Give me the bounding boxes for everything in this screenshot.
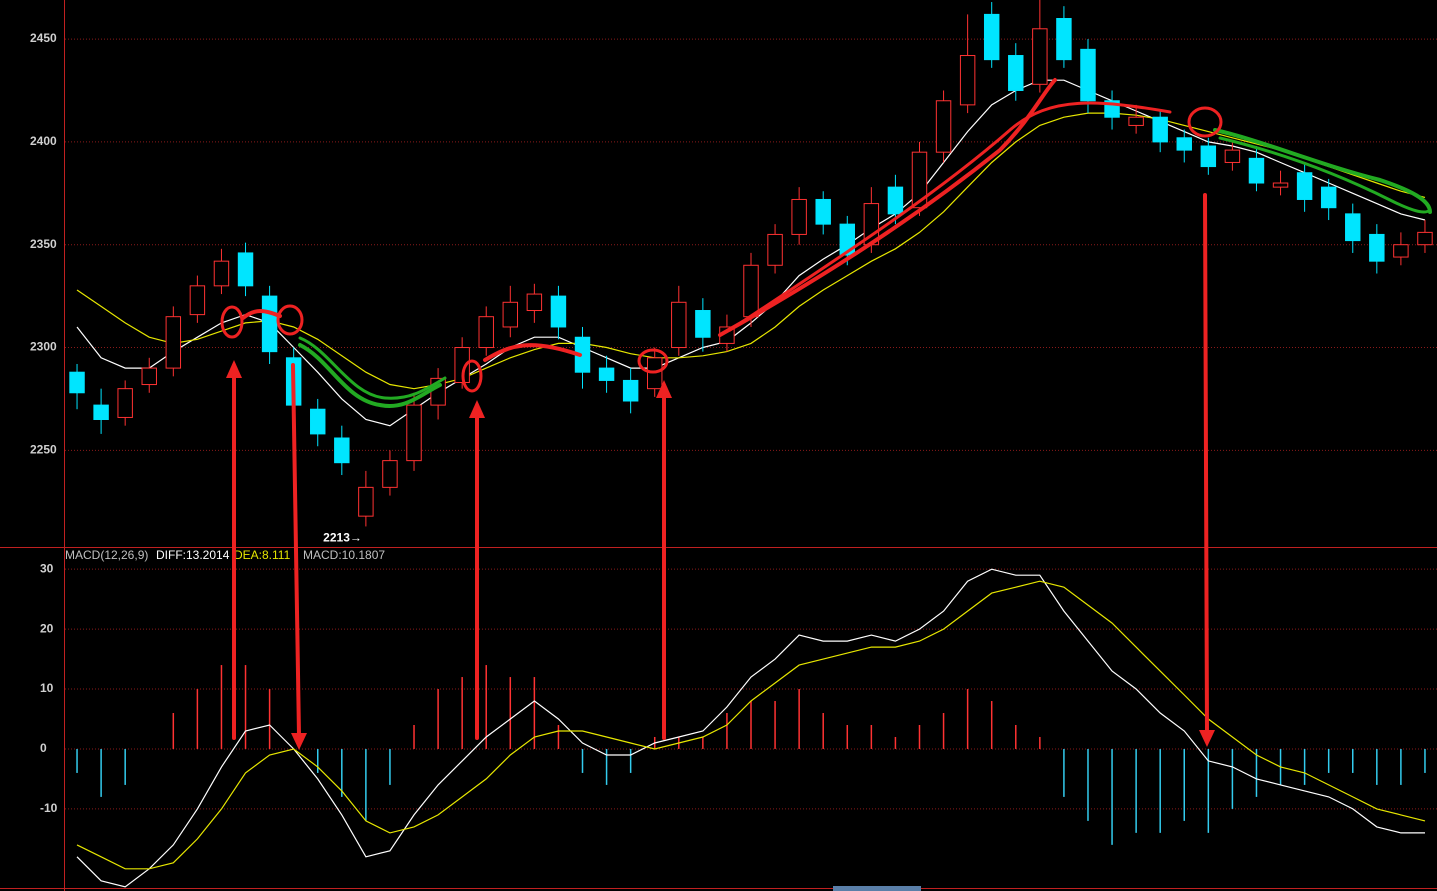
y-tick-label: 2400 (30, 134, 57, 148)
candle-body (165, 316, 182, 369)
line-series (76, 112, 1426, 390)
low-annotation: 2213→ (323, 531, 362, 545)
legend: MACD(12,26,9) DIFF:13.2014 DEA:8.111 MAC… (65, 548, 385, 562)
candle-body (1320, 186, 1337, 209)
candle-body (1176, 137, 1192, 151)
arrow-heads (226, 360, 1215, 750)
candle-body (334, 437, 350, 464)
candle-body (1200, 145, 1217, 168)
line-series (76, 568, 1425, 888)
candle-body (310, 408, 326, 435)
candle-body (743, 264, 759, 318)
candle-body (237, 252, 254, 287)
arrow-head (469, 400, 485, 418)
drawn-stroke (298, 336, 447, 400)
candle-body (406, 404, 422, 462)
candle-body (502, 301, 519, 328)
candle-body (189, 285, 206, 316)
candle-body (815, 198, 831, 225)
y-tick-label: 0 (40, 741, 47, 755)
candle-body (1296, 172, 1313, 200)
candle-body (1152, 116, 1168, 143)
candle-body (1369, 233, 1385, 262)
candle-body (141, 367, 157, 386)
candle-body (1056, 18, 1072, 61)
candle-body (1008, 55, 1024, 91)
highlight-circle (637, 348, 669, 374)
arrow-head (226, 360, 242, 378)
candle-body (117, 388, 133, 418)
candle-body (1417, 231, 1433, 246)
candle-body (911, 151, 928, 209)
arrow-head (291, 733, 307, 750)
candle-body (1080, 48, 1096, 102)
candle-body (1272, 182, 1289, 188)
drawn-stroke (728, 101, 1172, 332)
candle-body (1128, 116, 1144, 126)
candle-body (598, 367, 615, 381)
y-tick-label: 10 (40, 681, 54, 695)
y-tick-label: 2300 (30, 340, 57, 354)
candle-body (791, 198, 807, 235)
candle-body (671, 301, 687, 349)
candle-body (983, 13, 1000, 61)
y-tick-label: 20 (40, 621, 54, 635)
highlight-circle (1187, 106, 1223, 138)
highlight-circle (461, 359, 483, 393)
arrow (291, 363, 301, 737)
highlight-circle (276, 304, 304, 336)
scrollbar (833, 886, 921, 891)
y-tick-label: 2250 (30, 443, 57, 457)
y-tick-label: 30 (40, 561, 54, 575)
arrow (1203, 193, 1209, 735)
candle-body (261, 295, 278, 353)
candle-body (839, 223, 856, 256)
drawn-stroke (1218, 136, 1432, 214)
candle-body (935, 100, 952, 153)
arrow-head (656, 380, 672, 398)
candle-body (1224, 149, 1241, 163)
candle-body (526, 293, 543, 312)
y-tick-label: -10 (40, 801, 58, 815)
candle-body (1032, 28, 1048, 85)
candle-body (93, 404, 109, 421)
candle-body (478, 316, 494, 349)
line-series (76, 580, 1426, 870)
y-tick-label: 2350 (30, 237, 57, 251)
arrows (232, 193, 1209, 740)
candle-body (959, 55, 976, 106)
plot: 2250 2300 2350 2400 2450 2213→ -10 0 10 20 30 (30, 0, 1437, 888)
highlight-circle (220, 305, 244, 339)
drawn-stroke (1213, 128, 1432, 214)
candle-body (382, 460, 398, 488)
candle-body (69, 371, 85, 394)
legend-item: MACD:10.1807 (303, 548, 385, 562)
candle-body (1393, 244, 1409, 258)
legend-item: DIFF:13.2014 (156, 548, 230, 562)
annotations (220, 78, 1432, 750)
candle-body (454, 347, 470, 383)
candle-body (622, 379, 639, 402)
drawn-stroke (483, 343, 582, 362)
candle-body (213, 260, 230, 287)
candle-body (1345, 213, 1361, 242)
candle-body (550, 295, 567, 328)
drawn-stroke (718, 78, 1057, 337)
candle-body (767, 233, 783, 266)
candle-body (1248, 157, 1265, 184)
candle-body (695, 310, 711, 338)
y-tick-label: 2450 (30, 31, 57, 45)
arrow-head (1199, 730, 1215, 747)
drawn-stroke (298, 343, 442, 408)
legend-title: MACD(12,26,9) (65, 548, 148, 562)
candle-body (358, 486, 374, 517)
drawn-stroke (241, 309, 282, 320)
candle-body (887, 186, 904, 215)
legend-item: DEA:8.111 (234, 548, 291, 562)
